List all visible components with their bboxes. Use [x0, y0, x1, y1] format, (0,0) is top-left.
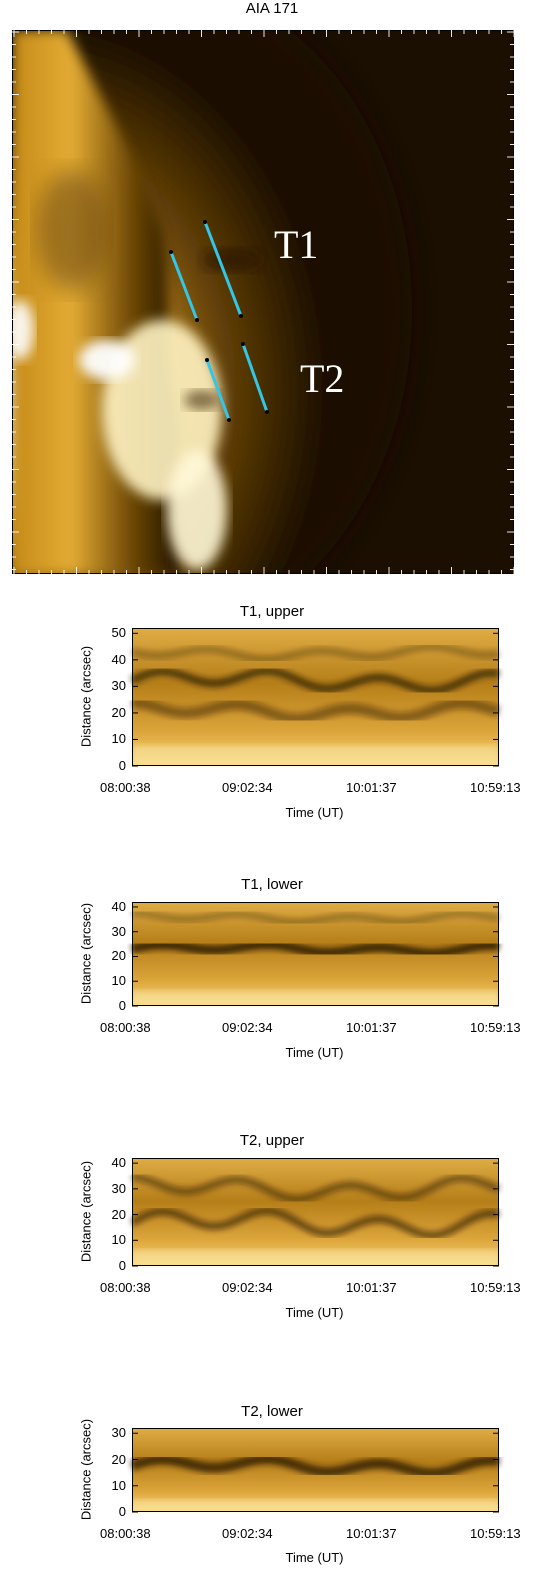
x-tick-label: 09:02:34	[222, 780, 273, 795]
y-tick-label: 0	[118, 1504, 126, 1519]
x-axis-label: Time (UT)	[285, 1550, 344, 1565]
x-tick-label: 10:01:37	[346, 1280, 397, 1295]
y-tick-label: 20	[111, 1206, 126, 1222]
time-distance-plot-t1-lower	[131, 902, 500, 1007]
y-tick-label: 30	[111, 678, 126, 694]
panel-title-t1-upper: T1, upper	[239, 603, 305, 620]
slit-t2-lower	[205, 358, 231, 422]
slit-label-t2: T2	[300, 356, 344, 401]
x-tick-label: 09:02:34	[222, 1020, 273, 1035]
x-tick-label: 10:59:13	[470, 780, 521, 795]
y-tick-label: 20	[111, 1451, 126, 1467]
x-tick-label: 08:00:38	[100, 780, 151, 795]
x-tick-label: 10:59:13	[470, 1020, 521, 1035]
y-tick-label: 30	[111, 1425, 126, 1441]
y-axis-label: Distance (arcsec)	[78, 645, 94, 748]
y-tick-label: 10	[111, 973, 126, 989]
y-axis-label: Distance (arcsec)	[78, 902, 94, 1005]
x-tick-label: 08:00:38	[100, 1280, 151, 1295]
x-tick-label: 10:01:37	[346, 1526, 397, 1541]
x-tick-label: 10:01:37	[346, 780, 397, 795]
y-tick-label: 40	[111, 898, 126, 914]
panel-title-t1-lower: T1, lower	[241, 876, 303, 893]
slit-label-t1: T1	[274, 222, 318, 267]
x-tick-label: 10:59:13	[470, 1280, 521, 1295]
slit-t1-lower	[169, 250, 199, 322]
y-tick-label: 50	[111, 625, 126, 641]
panel-title-t2-upper: T2, upper	[239, 1132, 305, 1149]
x-tick-label: 08:00:38	[100, 1526, 151, 1541]
x-axis-label: Time (UT)	[285, 805, 344, 820]
x-tick-label: 08:00:38	[100, 1020, 151, 1035]
y-tick-label: 0	[118, 758, 126, 773]
y-tick-label: 20	[111, 704, 126, 720]
y-tick-label: 0	[118, 1258, 126, 1273]
aia-171-image: T1 T2	[12, 30, 514, 574]
slit-t2-upper	[241, 342, 269, 414]
y-tick-label: 20	[111, 948, 126, 964]
slit-endpoints	[169, 220, 269, 422]
x-tick-label: 09:02:34	[222, 1526, 273, 1541]
figure-title: AIA 171	[245, 0, 299, 17]
y-axis-label: Distance (arcsec)	[78, 1160, 94, 1263]
x-tick-label: 10:59:13	[470, 1526, 521, 1541]
x-axis-label: Time (UT)	[285, 1305, 344, 1320]
panel-title-t2-lower: T2, lower	[241, 1403, 303, 1420]
time-distance-plot-t1-upper	[130, 628, 501, 767]
y-tick-label: 30	[111, 1180, 126, 1196]
y-axis-label: Distance (arcsec)	[78, 1418, 94, 1521]
y-tick-label: 30	[111, 923, 126, 939]
x-tick-label: 09:02:34	[222, 1280, 273, 1295]
x-tick-label: 10:01:37	[346, 1020, 397, 1035]
time-distance-plot-t2-lower	[130, 1428, 500, 1513]
y-tick-label: 40	[111, 1155, 126, 1171]
slit-t1-upper	[203, 220, 243, 318]
time-distance-plot-t2-upper	[130, 1158, 501, 1267]
slit-lines	[169, 220, 269, 422]
x-axis-label: Time (UT)	[285, 1045, 344, 1060]
y-tick-label: 10	[111, 1232, 126, 1248]
y-tick-label: 10	[111, 1477, 126, 1493]
y-tick-label: 0	[118, 998, 126, 1013]
y-tick-label: 40	[111, 651, 126, 667]
y-tick-label: 10	[111, 731, 126, 747]
